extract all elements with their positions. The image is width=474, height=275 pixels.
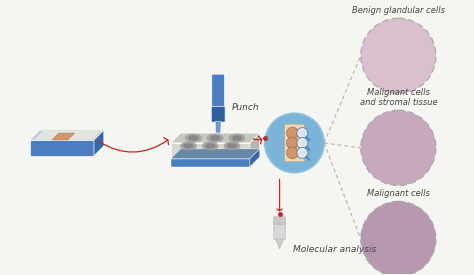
Text: Malignant cells: Malignant cells [367,189,430,198]
Polygon shape [52,133,75,140]
Polygon shape [34,130,102,140]
Ellipse shape [229,134,245,142]
Polygon shape [171,143,250,167]
FancyBboxPatch shape [273,217,285,225]
Circle shape [286,147,298,159]
Ellipse shape [183,143,194,148]
Circle shape [286,137,298,149]
Circle shape [297,138,308,148]
Polygon shape [29,140,94,156]
Circle shape [264,113,324,173]
Polygon shape [29,130,104,140]
Text: Malignant cells
and stromal tissue: Malignant cells and stromal tissue [360,88,437,107]
Polygon shape [171,149,260,159]
Circle shape [365,22,432,89]
Polygon shape [250,133,260,167]
Polygon shape [215,121,221,138]
FancyBboxPatch shape [212,74,225,109]
Circle shape [299,149,306,156]
FancyBboxPatch shape [274,222,285,240]
Polygon shape [275,239,283,249]
Ellipse shape [227,143,237,148]
Circle shape [297,128,308,139]
Circle shape [297,147,308,158]
FancyBboxPatch shape [211,106,225,122]
Text: Molecular analysis: Molecular analysis [293,245,377,254]
Circle shape [361,201,436,275]
Ellipse shape [207,134,223,142]
Ellipse shape [185,134,201,142]
Ellipse shape [181,142,196,150]
Text: Punch: Punch [232,103,260,112]
Ellipse shape [210,135,221,141]
Circle shape [299,130,306,136]
Polygon shape [171,159,250,167]
Text: Benign glandular cells: Benign glandular cells [352,6,445,15]
Ellipse shape [202,142,218,150]
Circle shape [365,205,432,273]
Ellipse shape [188,135,199,141]
Circle shape [286,127,298,139]
Polygon shape [171,133,260,143]
Circle shape [361,18,436,94]
Ellipse shape [224,142,240,150]
Circle shape [361,110,436,186]
Ellipse shape [232,135,242,141]
Ellipse shape [205,143,216,148]
Circle shape [299,139,306,146]
Polygon shape [94,130,104,156]
FancyBboxPatch shape [284,124,304,162]
Circle shape [365,114,432,182]
Polygon shape [250,149,260,167]
